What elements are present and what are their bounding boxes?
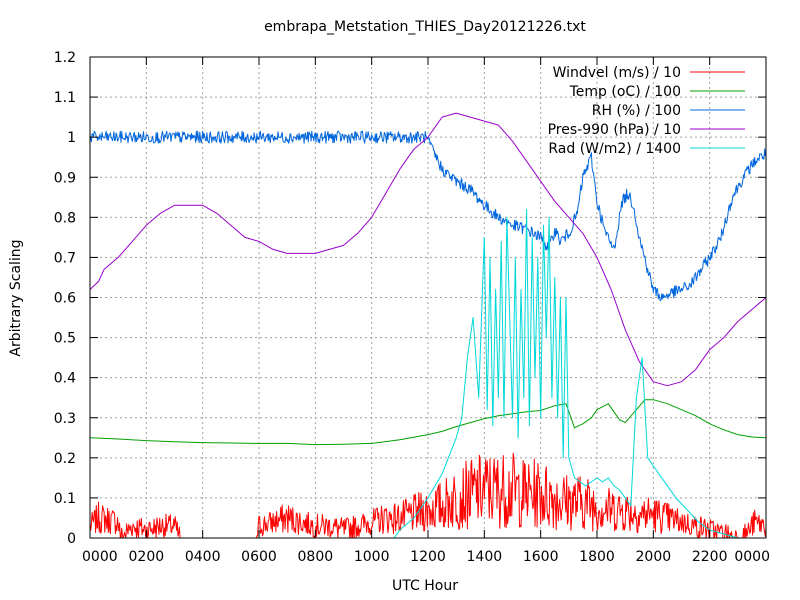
- y-tick-label: 0.6: [54, 291, 76, 307]
- legend-label-2: Temp (oC) / 100: [569, 84, 681, 100]
- x-tick-label: 1600: [523, 549, 559, 565]
- x-tick-label: 0000: [734, 549, 770, 565]
- series-line-4: [89, 112, 767, 387]
- y-axis-label: Arbitrary Scaling: [8, 239, 24, 356]
- y-tick-label: 0.9: [54, 170, 76, 186]
- x-tick-label: 1800: [579, 549, 615, 565]
- x-tick-label: 1200: [410, 549, 446, 565]
- series-line-5: [90, 208, 766, 539]
- legend-label-5: Rad (W/m2) / 1400: [548, 141, 681, 157]
- legend-label-4: Pres-990 (hPa) / 10: [548, 122, 681, 138]
- y-tick-label: 0: [67, 531, 76, 547]
- y-tick-label: 0.1: [54, 491, 76, 507]
- x-tick-label: 2200: [692, 549, 728, 565]
- y-tick-label: 0.4: [54, 371, 76, 387]
- x-tick-label: 0400: [185, 549, 221, 565]
- y-tick-label: 1.2: [54, 50, 76, 66]
- x-tick-label: 0200: [129, 549, 165, 565]
- series-line-3: [89, 130, 767, 302]
- x-tick-label: 2000: [636, 549, 672, 565]
- x-tick-label: 0000: [82, 549, 118, 565]
- x-tick-label: 0800: [298, 549, 334, 565]
- y-tick-label: 0.8: [54, 210, 76, 226]
- legend-label-1: Windvel (m/s) / 10: [553, 65, 681, 81]
- y-tick-label: 0.7: [54, 250, 76, 266]
- y-tick-label: 0.3: [54, 411, 76, 427]
- legend-label-3: RH (%) / 100: [592, 103, 681, 119]
- x-axis-label: UTC Hour: [392, 578, 458, 594]
- chart-title: embrapa_Metstation_THIES_Day20121226.txt: [264, 19, 586, 35]
- y-tick-label: 1.1: [54, 90, 76, 106]
- x-tick-label: 1400: [467, 549, 503, 565]
- x-tick-label: 1000: [354, 549, 390, 565]
- legend: Windvel (m/s) / 10 Temp (oC) / 100 RH (%) …: [548, 65, 745, 157]
- y-tick-label: 0.2: [54, 451, 76, 467]
- x-tick-label: 0600: [241, 549, 277, 565]
- axis-ticks: 0 0.1 0.2 0.3 0.4 0.5 0.6 0.7 0.8 0.9 1 1.1 1.2 0000 0…: [54, 50, 770, 565]
- y-tick-label: 1: [67, 130, 76, 146]
- y-tick-label: 0.5: [54, 331, 76, 347]
- series-group: [89, 112, 767, 539]
